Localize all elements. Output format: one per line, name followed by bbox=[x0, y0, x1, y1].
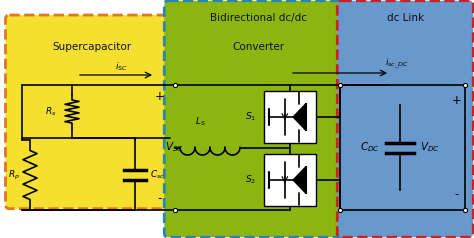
Polygon shape bbox=[293, 104, 306, 130]
Text: $C_{sc}$: $C_{sc}$ bbox=[150, 169, 165, 181]
Text: $S_2$: $S_2$ bbox=[245, 174, 256, 186]
Bar bbox=[264, 154, 316, 206]
Text: $i_{sc\_DC}$: $i_{sc\_DC}$ bbox=[385, 57, 409, 71]
Text: $L_S$: $L_S$ bbox=[195, 115, 206, 128]
Text: $V_{DC}$: $V_{DC}$ bbox=[420, 141, 440, 154]
Text: Supercapacitor: Supercapacitor bbox=[53, 42, 132, 52]
Text: -: - bbox=[455, 188, 459, 202]
Text: $S_1$: $S_1$ bbox=[245, 111, 256, 123]
FancyBboxPatch shape bbox=[164, 1, 352, 237]
Polygon shape bbox=[293, 167, 306, 193]
FancyBboxPatch shape bbox=[337, 1, 473, 237]
Text: $i_{SC}$: $i_{SC}$ bbox=[115, 60, 128, 73]
Text: +: + bbox=[155, 90, 165, 103]
FancyBboxPatch shape bbox=[6, 15, 182, 209]
Text: $R_p$: $R_p$ bbox=[8, 169, 20, 182]
Text: Converter: Converter bbox=[232, 42, 284, 52]
Text: -: - bbox=[158, 192, 162, 205]
Text: $V_{SC}$: $V_{SC}$ bbox=[165, 141, 184, 154]
Text: dc Link: dc Link bbox=[387, 13, 424, 23]
Text: Bidirectional dc/dc: Bidirectional dc/dc bbox=[210, 13, 307, 23]
Bar bbox=[264, 91, 316, 143]
Text: $C_{DC}$: $C_{DC}$ bbox=[360, 141, 380, 154]
Text: $R_s$: $R_s$ bbox=[45, 105, 56, 118]
Text: +: + bbox=[452, 94, 462, 106]
